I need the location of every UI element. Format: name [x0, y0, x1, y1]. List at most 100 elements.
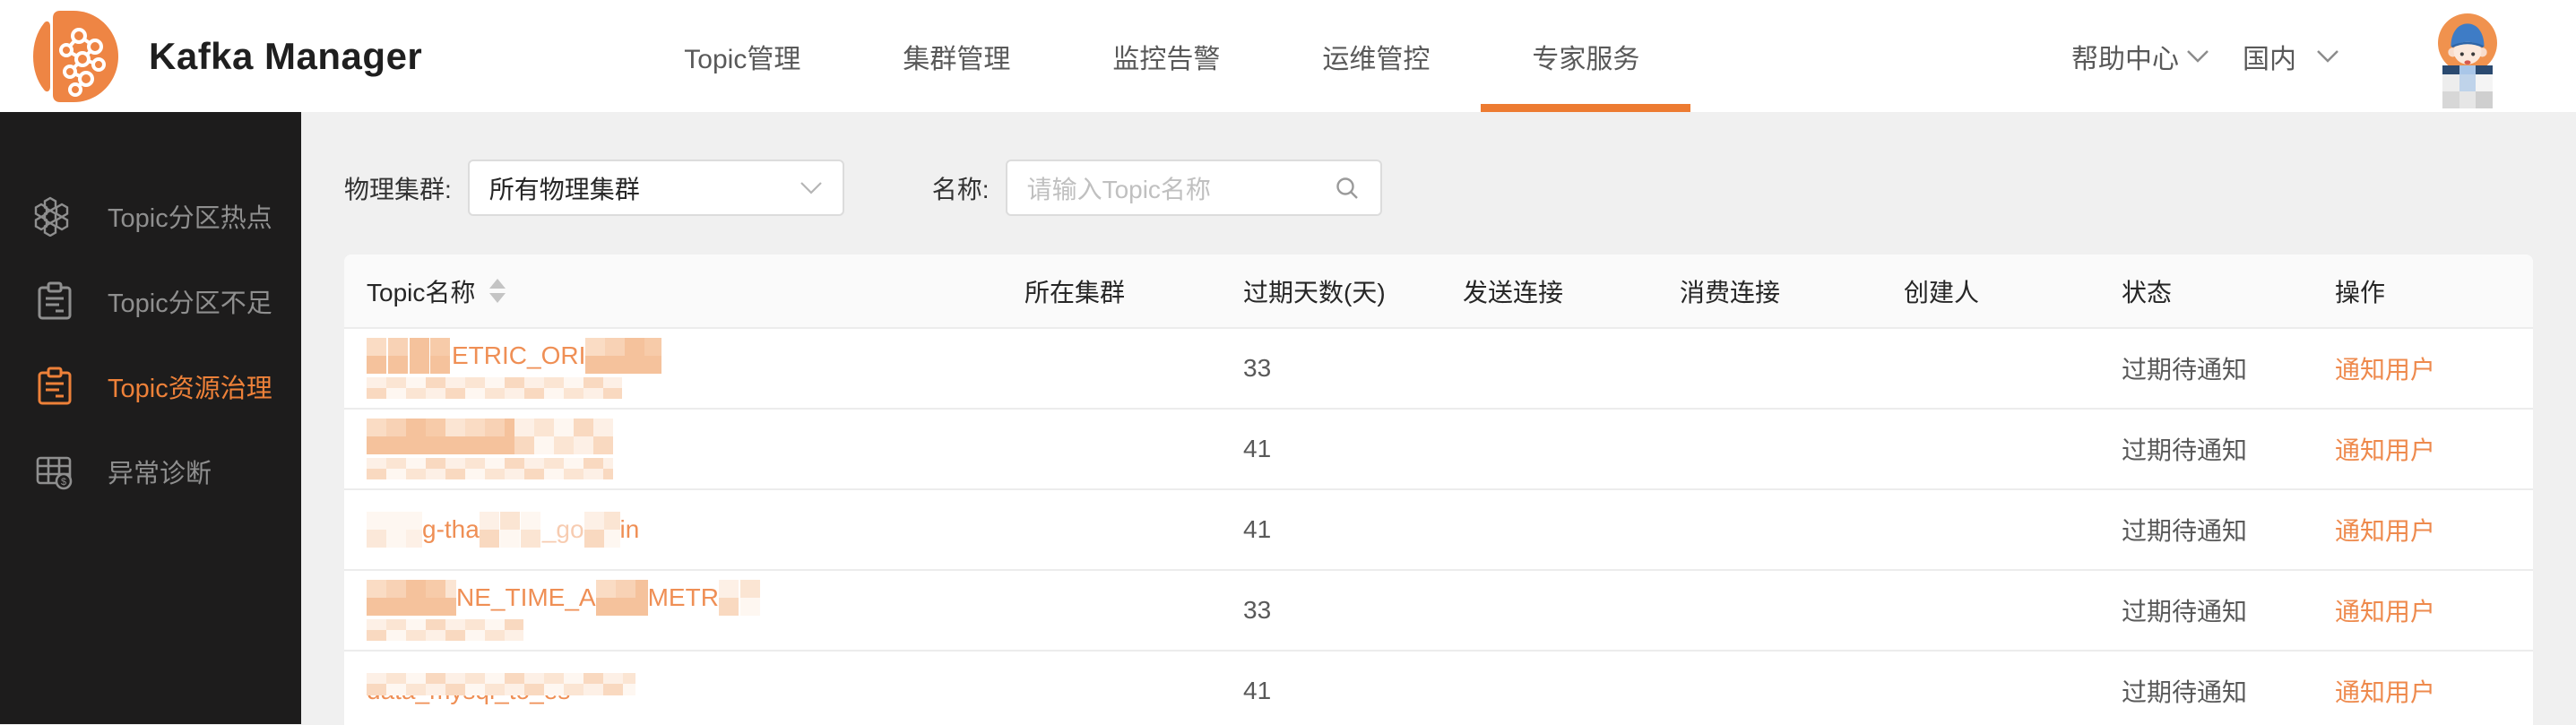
- selected-cluster-value: 所有物理集群: [489, 170, 800, 206]
- topic-name-fragment: _go: [542, 512, 584, 548]
- cell-expire-days: 41: [1243, 677, 1463, 705]
- sidebar-item-label: 异常诊断: [108, 453, 212, 490]
- redacted-mosaic: [596, 580, 648, 616]
- redacted-mosaic: [719, 580, 762, 616]
- col-cluster: 所在集群: [1024, 273, 1243, 309]
- sort-desc-icon[interactable]: [489, 293, 506, 303]
- notify-user-link[interactable]: 通知用户: [2335, 431, 2533, 467]
- sort-asc-icon[interactable]: [489, 279, 506, 289]
- topic-table-card: Topic名称 所在集群 过期天数(天) 发送连接 消费连接 创建人 状态 操作…: [344, 255, 2533, 725]
- col-consume-connections: 消费连接: [1680, 273, 1904, 309]
- cell-topic-name: ETRIC_ORI: [367, 338, 1024, 399]
- clipboard-icon: [34, 366, 75, 407]
- col-label: Topic名称: [367, 273, 475, 309]
- cell-status: 过期待通知: [2122, 673, 2335, 709]
- name-filter-label: 名称:: [932, 170, 990, 206]
- table-header-row: Topic名称 所在集群 过期天数(天) 发送连接 消费连接 创建人 状态 操作: [344, 255, 2533, 329]
- chevron-down-icon: [800, 181, 823, 195]
- search-placeholder: 请输入Topic名称: [1027, 170, 1334, 206]
- tab-topic-manage[interactable]: Topic管理: [633, 0, 851, 112]
- tab-ops-control[interactable]: 运维管控: [1271, 0, 1481, 112]
- redacted-mosaic: [367, 512, 422, 548]
- sidebar-item-topic-partition-insufficient[interactable]: Topic分区不足: [0, 258, 301, 343]
- clipboard-icon: [34, 281, 75, 322]
- avatar-face-icon: [2438, 13, 2497, 73]
- notify-user-link[interactable]: 通知用户: [2335, 350, 2533, 386]
- tab-expert-service[interactable]: 专家服务: [1481, 0, 1690, 112]
- help-center-label: 帮助中心: [2071, 37, 2179, 76]
- topic-name-fragment: METR: [648, 580, 719, 616]
- honeycomb-icon: [34, 195, 75, 237]
- physical-cluster-select[interactable]: 所有物理集群: [468, 160, 844, 216]
- kafka-manager-logo-icon: [32, 9, 118, 104]
- tab-cluster-manage[interactable]: 集群管理: [851, 0, 1061, 112]
- chevron-down-icon: [2316, 49, 2339, 64]
- tab-label: 运维管控: [1322, 37, 1430, 76]
- search-icon[interactable]: [1334, 175, 1361, 202]
- partially-redacted-topic-name: data_mysql_to_es: [367, 673, 635, 709]
- cell-status: 过期待通知: [2122, 350, 2335, 386]
- cell-expire-days: 33: [1243, 354, 1463, 383]
- topic-name-fragment: in: [620, 512, 640, 548]
- top-right-group: 帮助中心 国内: [2071, 1, 2497, 112]
- avatar-blur-mosaic: [2442, 65, 2493, 108]
- tab-monitor-alert[interactable]: 监控告警: [1061, 0, 1271, 112]
- brand: Kafka Manager: [32, 9, 422, 104]
- redacted-mosaic: [584, 512, 620, 548]
- sidebar-item-topic-resource-governance[interactable]: Topic资源治理: [0, 343, 301, 428]
- col-expire-days: 过期天数(天): [1243, 273, 1463, 309]
- col-topic-name: Topic名称: [367, 273, 1024, 309]
- notify-user-link[interactable]: 通知用户: [2335, 512, 2533, 548]
- cell-status: 过期待通知: [2122, 512, 2335, 548]
- redacted-mosaic: [585, 338, 661, 374]
- main-nav: Topic管理 集群管理 监控告警 运维管控 专家服务: [633, 0, 1690, 112]
- chevron-down-icon: [2186, 49, 2209, 64]
- cell-status: 过期待通知: [2122, 592, 2335, 628]
- cell-topic-name: NE_TIME_A METR: [367, 580, 1024, 641]
- sidebar-item-label: Topic资源治理: [108, 367, 272, 405]
- col-action: 操作: [2335, 273, 2533, 309]
- topic-name-fragment: NE_TIME_A: [456, 580, 596, 616]
- notify-user-link[interactable]: 通知用户: [2335, 592, 2533, 628]
- billing-grid-icon: $: [34, 451, 75, 492]
- topic-name-search-input[interactable]: 请输入Topic名称: [1006, 160, 1382, 216]
- notify-user-link[interactable]: 通知用户: [2335, 673, 2533, 709]
- help-center-menu[interactable]: 帮助中心: [2071, 37, 2209, 76]
- table-row: ETRIC_ORI 33 过期待通知通知用户: [344, 329, 2533, 410]
- app-title: Kafka Manager: [149, 35, 422, 78]
- redacted-mosaic: [367, 338, 452, 374]
- sort-toggle[interactable]: [489, 279, 506, 303]
- redacted-mosaic: [367, 673, 635, 695]
- region-selector[interactable]: 国内: [2243, 37, 2339, 76]
- tab-label: 专家服务: [1532, 37, 1639, 76]
- sidebar-item-topic-partition-hotspot[interactable]: Topic分区热点: [0, 173, 301, 258]
- cell-topic-name: g-tha _go in: [367, 512, 1024, 548]
- col-status: 状态: [2122, 273, 2335, 309]
- tab-label: 监控告警: [1112, 37, 1220, 76]
- user-avatar[interactable]: [2438, 6, 2497, 112]
- table-row: g-tha _go in 41 过期待通知通知用户: [344, 490, 2533, 571]
- redacted-mosaic: [367, 619, 523, 641]
- cell-expire-days: 41: [1243, 515, 1463, 544]
- cell-topic-name: [367, 419, 1024, 479]
- sidebar-item-anomaly-diagnosis[interactable]: $ 异常诊断: [0, 428, 301, 514]
- redacted-mosaic: [367, 377, 622, 399]
- svg-text:$: $: [61, 477, 66, 488]
- col-creator: 创建人: [1904, 273, 2122, 309]
- tab-label: 集群管理: [903, 37, 1010, 76]
- sidebar-item-label: Topic分区不足: [108, 282, 272, 320]
- sidebar: Topic分区热点 Topic分区不足 Topic资源治理: [0, 112, 301, 724]
- redacted-mosaic: [514, 419, 613, 454]
- top-bar: Kafka Manager Topic管理 集群管理 监控告警 运维管控 专家服…: [0, 0, 2576, 112]
- cell-expire-days: 41: [1243, 435, 1463, 463]
- tab-label: Topic管理: [684, 37, 800, 76]
- region-label: 国内: [2243, 37, 2296, 76]
- topic-name-fragment: g-tha: [422, 512, 480, 548]
- filter-bar: 物理集群: 所有物理集群 名称: 请输入Topic名称: [344, 160, 2533, 216]
- redacted-mosaic: [367, 458, 613, 479]
- redacted-mosaic: [367, 580, 456, 616]
